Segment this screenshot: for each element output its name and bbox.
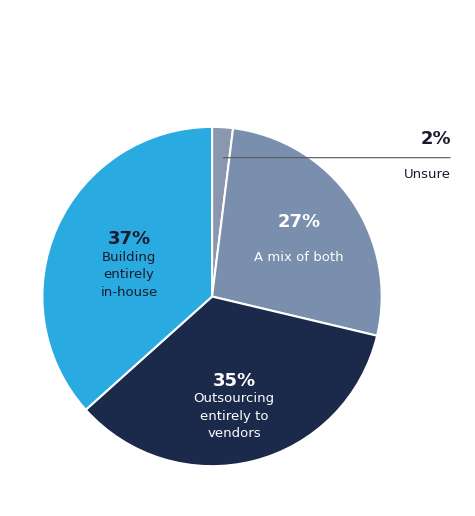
Text: 27%: 27% [277,213,321,231]
Wedge shape [212,128,382,336]
Wedge shape [86,297,377,466]
Text: 35%: 35% [213,372,256,390]
Text: 2%: 2% [421,130,451,148]
Text: Unsure: Unsure [404,168,451,181]
Text: Outsourcing
entirely to
vendors: Outsourcing entirely to vendors [194,392,275,440]
Text: 37%: 37% [107,230,151,248]
Wedge shape [42,127,212,410]
Text: Building
entirely
in-house: Building entirely in-house [100,251,158,299]
Text: A mix of both: A mix of both [254,251,344,264]
Wedge shape [212,127,233,297]
